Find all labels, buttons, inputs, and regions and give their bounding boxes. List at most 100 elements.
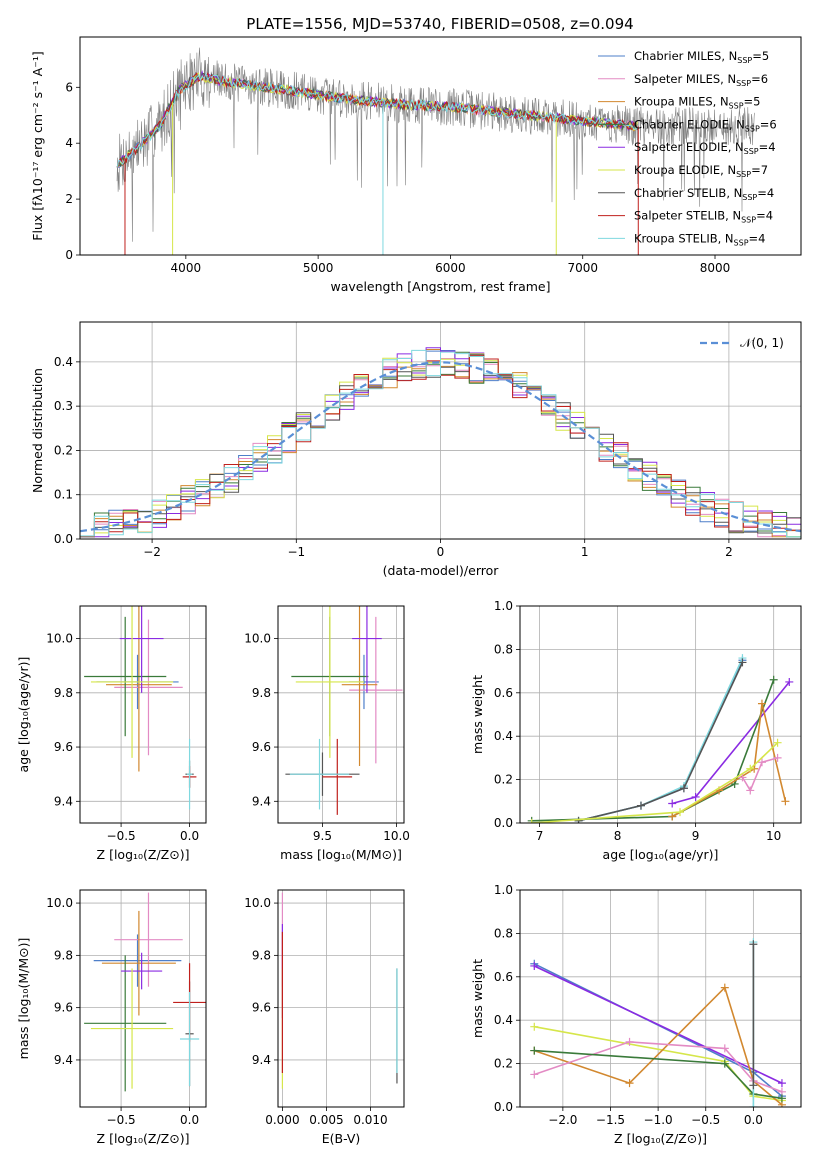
legend-label-subscript: SSP (744, 147, 759, 156)
y-tick-label: 9.6 (252, 1001, 271, 1015)
age-vs-z-axes: −0.5 0.0 9.4 9.6 9.8 10.0 Z [log₁₀(Z/Z⊙)] age [… (16, 606, 206, 862)
series-marker-kroupa_elodie (676, 808, 685, 817)
age-vs-mass-axes: 9.5 10.0 9.4 9.6 9.8 10.0 mass [log₁₀(M/M⊙)] (244, 606, 410, 862)
spectrum-plot (116, 47, 755, 255)
y-tick-label: 9.8 (252, 948, 271, 962)
series-line-salpeter_miles (741, 757, 778, 793)
x-tick-label: −1.0 (644, 1113, 673, 1127)
y-axis-label: Normed distribution (30, 368, 45, 493)
legend-label-equals: = (760, 117, 770, 131)
y-tick-label: 0.4 (494, 729, 513, 743)
series-marker-salpeter_miles (773, 753, 782, 762)
x-tick-label: 0.005 (309, 1113, 343, 1127)
legend-label-equals: = (759, 140, 769, 154)
legend-label-kroupa_stelib: Kroupa STELIB, NSSP=4 (634, 231, 766, 247)
legend-label-count: 4 (768, 140, 775, 154)
x-tick-label: 0.010 (353, 1113, 387, 1127)
normal-curve-line (80, 361, 801, 533)
x-axis-label: (data-model)/error (383, 563, 500, 578)
series-marker-chabrier_elodie (777, 1094, 786, 1103)
x-tick-label: −1 (287, 545, 305, 559)
model-line-kroupa_stelib (116, 72, 638, 168)
x-axis-label: Z [log₁₀(Z/Z⊙)] (97, 1131, 190, 1146)
legend-label-count: 6 (769, 117, 776, 131)
x-tick-label: 0 (437, 545, 445, 559)
y-tick-label: 0.1 (54, 488, 73, 502)
x-tick-label: 0.0 (180, 1113, 199, 1127)
mass-vs-ebv-plot (281, 892, 398, 1089)
y-axis-label: mass weight (470, 959, 485, 1038)
y-tick-label: 2 (65, 192, 73, 206)
x-tick-label: 10.0 (383, 829, 410, 843)
y-axis-label: mass weight (470, 675, 485, 754)
y-tick-label: 1.0 (494, 883, 513, 897)
x-axis-label: age [log₁₀(age/yr)] (603, 847, 719, 862)
weight-vs-z-frame (519, 889, 802, 1108)
y-tick-label: 10.0 (46, 632, 73, 646)
legend-label-salpeter_elodie: Salpeter ELODIE, NSSP=4 (634, 140, 776, 156)
series-marker-kroupa_elodie (773, 738, 782, 747)
series-marker-kroupa_miles (781, 797, 790, 806)
x-axis-label: wavelength [Angstrom, rest frame] (330, 279, 550, 294)
series-marker-salpeter_elodie (785, 677, 794, 686)
legend-label-text: Salpeter MILES, N (634, 72, 736, 86)
mass-vs-ebv-frame (277, 889, 405, 1108)
legend-label-chabrier_elodie: Chabrier ELODIE, NSSP=6 (634, 117, 777, 133)
series-marker-salpeter_miles (720, 1044, 729, 1053)
y-tick-label: 9.8 (252, 686, 271, 700)
legend-label-subscript: SSP (741, 216, 756, 225)
age-vs-mass-frame (277, 605, 405, 824)
series-marker-kroupa_miles (720, 983, 729, 992)
x-tick-label: 5000 (303, 261, 334, 275)
histogram-salpeter_elodie (80, 347, 801, 538)
mass-vs-z-plot (84, 892, 206, 1092)
series-marker-chabrier_stelib (749, 940, 758, 949)
y-tick-label: 0.2 (54, 443, 73, 457)
y-tick-label: 0.4 (494, 1013, 513, 1027)
y-tick-label: 0.4 (54, 355, 73, 369)
y-tick-label: 0.8 (494, 926, 513, 940)
x-tick-label: −1.5 (596, 1113, 625, 1127)
y-tick-label: 4 (65, 136, 73, 150)
legend-label-subscript: SSP (734, 238, 749, 247)
legend-label-normal: 𝒩(0, 1) (740, 336, 784, 350)
y-tick-label: 10.0 (244, 632, 271, 646)
y-tick-label: 0.0 (494, 816, 513, 830)
series-marker-salpeter_elodie (530, 961, 539, 970)
legend-label-equals: = (756, 209, 766, 223)
series-marker-chabrier_elodie (769, 675, 778, 684)
series-line-chabrier_elodie (531, 679, 775, 822)
legend-label-salpeter_miles: Salpeter MILES, NSSP=6 (634, 72, 768, 88)
y-tick-label: 9.6 (252, 740, 271, 754)
series-marker-chabrier_stelib (738, 658, 747, 667)
y-tick-label: 0.2 (494, 773, 513, 787)
legend-label-text: Salpeter ELODIE, N (634, 140, 744, 154)
series-marker-chabrier_stelib (749, 1081, 758, 1090)
x-axis-label: mass [log₁₀(M/M⊙)] (280, 847, 402, 862)
y-tick-label: 9.8 (54, 686, 73, 700)
legend-label-chabrier_miles: Chabrier MILES, NSSP=5 (634, 49, 769, 65)
legend-label-salpeter_stelib: Salpeter STELIB, NSSP=4 (634, 209, 773, 225)
series-marker-kroupa_elodie (746, 764, 755, 773)
y-tick-label: 0.3 (54, 399, 73, 413)
x-tick-label: 0.0 (744, 1113, 763, 1127)
residuals-plot (80, 347, 801, 538)
weight-vs-z-plot (530, 938, 786, 1107)
legend-label-chabrier_stelib: Chabrier STELIB, NSSP=4 (634, 186, 774, 202)
series-line-kroupa_stelib (578, 657, 744, 822)
legend-label-count: 5 (762, 49, 769, 63)
y-tick-label: 9.4 (54, 794, 73, 808)
legend-label-text: Chabrier ELODIE, N (634, 117, 745, 131)
age-vs-z-frame (79, 605, 207, 824)
legend-label-text: Chabrier MILES, N (634, 49, 737, 63)
residuals-axes: −2 −1 0 1 2 0.0 0.1 0.2 0.3 0.4 (data-model)/error… (30, 322, 801, 578)
legend-label-subscript: SSP (729, 102, 744, 111)
legend-label-subscript: SSP (745, 124, 760, 133)
x-tick-label: 9.5 (313, 829, 332, 843)
x-tick-label: 4000 (171, 261, 202, 275)
figure-title: PLATE=1556, MJD=53740, FIBERID=0508, z=0… (246, 15, 633, 33)
legend-label-equals: = (749, 231, 759, 245)
x-tick-label: 7 (536, 829, 544, 843)
